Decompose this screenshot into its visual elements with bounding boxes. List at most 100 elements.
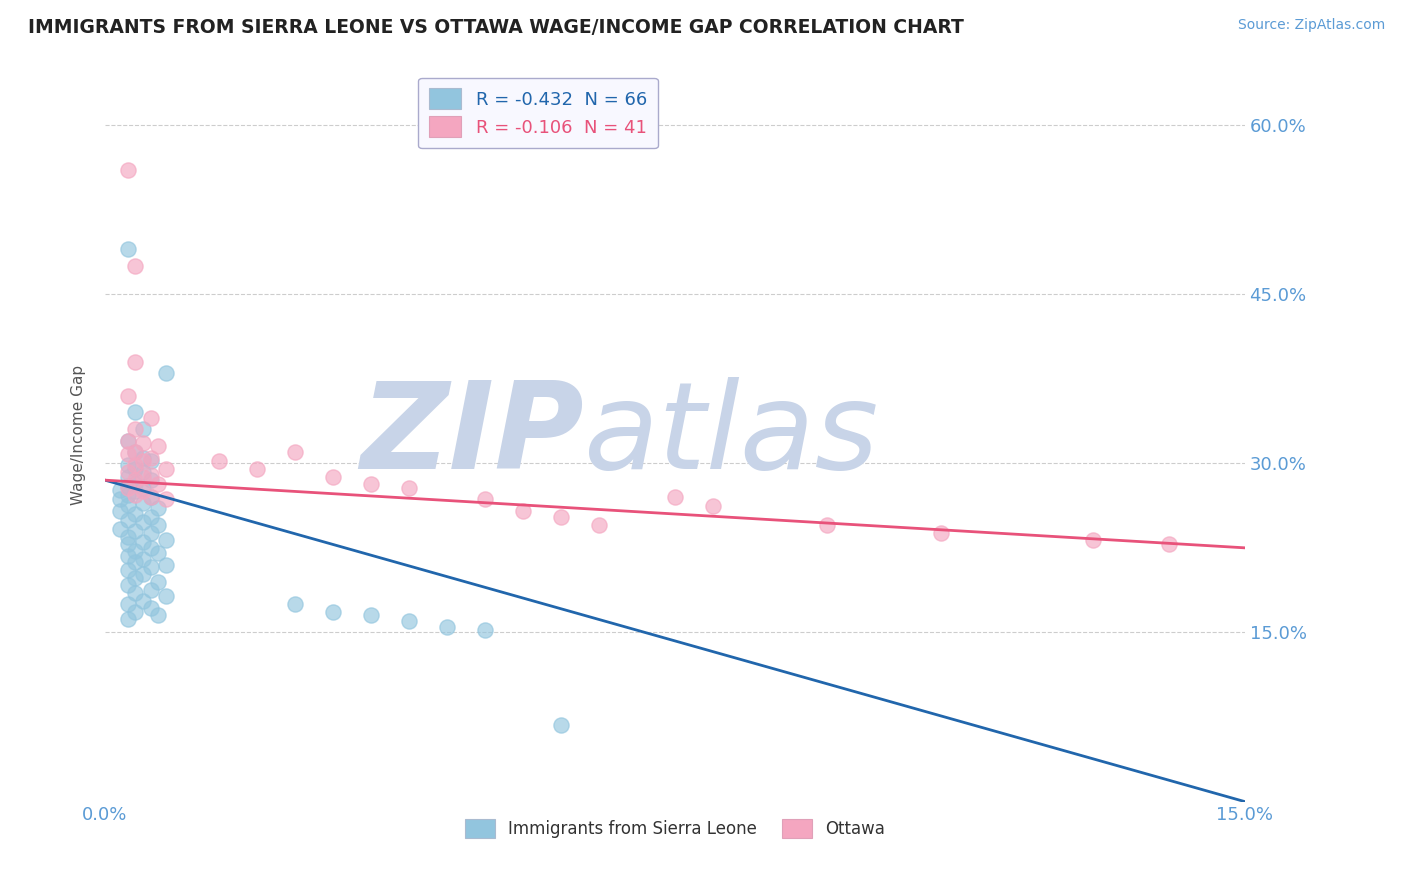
Point: [139, 600, 162, 615]
Point: [124, 524, 146, 538]
Point: [664, 490, 686, 504]
Point: [117, 549, 139, 563]
Point: [117, 530, 139, 544]
Point: [108, 492, 131, 507]
Point: [108, 522, 131, 536]
Point: [139, 490, 162, 504]
Point: [146, 501, 169, 516]
Point: [117, 597, 139, 611]
Point: [815, 518, 838, 533]
Point: [117, 447, 139, 461]
Point: [124, 488, 146, 502]
Point: [124, 405, 146, 419]
Point: [132, 470, 155, 484]
Point: [124, 462, 146, 476]
Point: [117, 434, 139, 448]
Point: [132, 594, 155, 608]
Point: [139, 582, 162, 597]
Point: [139, 510, 162, 524]
Point: [139, 473, 162, 487]
Point: [132, 535, 155, 549]
Point: [146, 476, 169, 491]
Point: [146, 574, 169, 589]
Point: [208, 454, 231, 468]
Point: [146, 439, 169, 453]
Point: [139, 541, 162, 555]
Point: [702, 499, 724, 513]
Point: [117, 563, 139, 577]
Point: [124, 422, 146, 436]
Point: [124, 586, 146, 600]
Point: [124, 476, 146, 491]
Point: [117, 481, 139, 495]
Point: [155, 533, 177, 547]
Point: [124, 473, 146, 487]
Point: [139, 411, 162, 425]
Point: [512, 503, 534, 517]
Point: [117, 242, 139, 256]
Point: [117, 479, 139, 493]
Point: [139, 560, 162, 574]
Point: [322, 605, 344, 619]
Point: [155, 492, 177, 507]
Point: [398, 481, 420, 495]
Y-axis label: Wage/Income Gap: Wage/Income Gap: [72, 365, 86, 505]
Point: [322, 470, 344, 484]
Point: [132, 552, 155, 566]
Point: [155, 462, 177, 476]
Point: [117, 434, 139, 448]
Text: Source: ZipAtlas.com: Source: ZipAtlas.com: [1237, 18, 1385, 32]
Point: [117, 612, 139, 626]
Point: [132, 436, 155, 450]
Point: [124, 507, 146, 521]
Point: [360, 608, 382, 623]
Point: [132, 515, 155, 529]
Point: [155, 590, 177, 604]
Point: [124, 355, 146, 369]
Point: [132, 422, 155, 436]
Point: [132, 450, 155, 465]
Point: [246, 462, 269, 476]
Point: [146, 546, 169, 560]
Text: IMMIGRANTS FROM SIERRA LEONE VS OTTAWA WAGE/INCOME GAP CORRELATION CHART: IMMIGRANTS FROM SIERRA LEONE VS OTTAWA W…: [28, 18, 965, 37]
Point: [398, 614, 420, 628]
Point: [139, 467, 162, 482]
Legend: Immigrants from Sierra Leone, Ottawa: Immigrants from Sierra Leone, Ottawa: [458, 812, 891, 845]
Point: [139, 450, 162, 465]
Point: [117, 470, 139, 484]
Point: [132, 484, 155, 499]
Point: [1081, 533, 1104, 547]
Point: [117, 498, 139, 512]
Point: [474, 623, 496, 637]
Point: [550, 718, 572, 732]
Point: [139, 526, 162, 541]
Point: [117, 388, 139, 402]
Point: [117, 465, 139, 479]
Point: [139, 454, 162, 468]
Point: [117, 163, 139, 178]
Point: [108, 503, 131, 517]
Point: [284, 445, 307, 459]
Point: [132, 481, 155, 495]
Text: atlas: atlas: [583, 376, 879, 493]
Point: [139, 490, 162, 504]
Point: [117, 578, 139, 592]
Point: [124, 571, 146, 585]
Point: [474, 492, 496, 507]
Point: [146, 518, 169, 533]
Point: [108, 483, 131, 498]
Point: [1157, 537, 1180, 551]
Point: [284, 597, 307, 611]
Point: [550, 510, 572, 524]
Text: ZIP: ZIP: [360, 376, 583, 493]
Point: [132, 566, 155, 581]
Point: [132, 465, 155, 479]
Point: [117, 537, 139, 551]
Point: [132, 496, 155, 510]
Point: [124, 445, 146, 459]
Point: [124, 458, 146, 473]
Point: [124, 605, 146, 619]
Point: [132, 454, 155, 468]
Point: [436, 620, 458, 634]
Point: [124, 556, 146, 570]
